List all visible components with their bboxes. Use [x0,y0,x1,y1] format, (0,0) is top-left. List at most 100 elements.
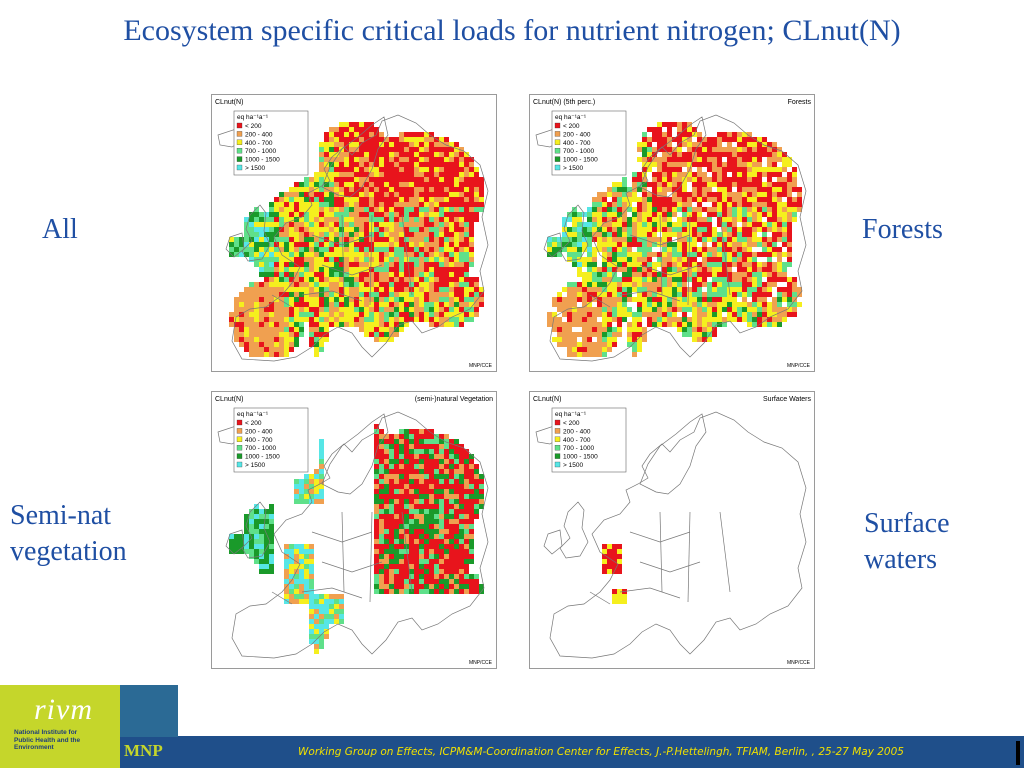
legend-label: < 200 [563,420,580,427]
map-title-right: Forests [788,99,812,106]
legend-label: > 1500 [245,165,265,172]
legend-swatch [236,461,243,468]
legend-swatch [554,148,561,154]
map-title-left: CLnut(N) [533,396,561,403]
critical-load-cells [229,122,484,357]
legend-label: 400 - 700 [563,140,591,147]
logo-blue-block [120,685,178,737]
corner-mark [1016,741,1020,765]
legend-swatch [554,156,561,162]
label-seminat: Semi-nat vegetation [10,498,127,570]
legend-swatch [236,436,243,442]
label-surface-line2: waters [864,544,938,575]
critical-load-cells [547,122,802,357]
legend-label: 200 - 400 [563,428,591,435]
legend-label: 200 - 400 [563,131,591,138]
rivm-logo-text: rivm [34,693,93,726]
legend-label: 400 - 700 [563,437,591,444]
map-title-right: Surface Waters [763,396,811,403]
map-svg: CLnut(N) Surface Waters eq ha⁻¹a⁻¹ < 200200… [530,392,814,668]
legend-swatch [554,139,561,145]
footer-divider [178,736,1024,737]
legend-unit: eq ha⁻¹a⁻¹ [237,114,269,121]
legend-unit: eq ha⁻¹a⁻¹ [237,411,269,418]
legend-label: < 200 [563,123,580,130]
legend-label: 1000 - 1500 [563,454,598,461]
map-credit: MNP/CCE [787,660,811,666]
legend-swatch [554,461,561,468]
map-title-left: CLnut(N) [215,396,243,403]
legend-label: 1000 - 1500 [563,157,598,164]
label-seminat-line2: vegetation [10,536,127,567]
legend-swatch [236,148,243,154]
label-surface-line1: Surface [864,508,950,539]
legend-swatch [554,453,561,459]
slide-title: Ecosystem specific critical loads for nu… [123,14,901,47]
legend-label: 200 - 400 [245,131,273,138]
legend-label: < 200 [245,123,262,130]
legend-swatch [554,445,561,451]
legend-label: 1000 - 1500 [245,157,280,164]
legend-label: 700 - 1000 [245,148,276,155]
legend-label: 1000 - 1500 [245,454,280,461]
rivm-logo: rivm National Institute for Public Healt… [0,685,120,768]
legend-label: > 1500 [563,165,583,172]
legend-label: 200 - 400 [245,428,273,435]
mnp-logo-text: MNP [124,741,163,760]
legend-label: 700 - 1000 [245,445,276,452]
map-credit: MNP/CCE [469,363,493,369]
map-panel-forests: CLnut(N) (5th perc.) Forests eq ha⁻¹a⁻¹ < 2… [529,94,815,372]
legend-swatch [554,428,561,434]
label-forests: Forests [862,214,943,245]
legend-label: 700 - 1000 [563,148,594,155]
footer-credit-text: Working Group on Effects, ICPM&M-Coordin… [298,746,904,758]
legend-swatch [236,164,243,171]
map-panel-all: CLnut(N) eq ha⁻¹a⁻¹ < 200 200 - 400 400 - 70… [211,94,497,372]
map-panel-surface-waters: CLnut(N) Surface Waters eq ha⁻¹a⁻¹ < 200 200… [529,391,815,669]
legend-swatch [236,131,243,137]
footer: rivm National Institute for Public Healt… [0,685,1024,768]
rivm-logo-subtitle: National Institute for Public Health and… [14,729,81,751]
legend-swatch [554,164,561,171]
legend-label: > 1500 [245,462,265,469]
country-borders [217,114,489,362]
legend-unit: eq ha⁻¹a⁻¹ [555,411,587,418]
legend-label: 400 - 700 [245,437,273,444]
legend-swatch [554,419,561,426]
label-all: All [42,214,78,245]
legend-swatch [236,453,243,459]
label-seminat-line1: Semi-nat [10,500,112,531]
map-title-left: CLnut(N) (5th perc.) [533,99,595,106]
legend-swatch [236,122,243,129]
label-surface-waters: Surface waters [864,506,950,578]
map-panel-seminat: CLnut(N) (semi-)natural Vegetation eq ha⁻¹… [211,391,497,669]
legend-label: 700 - 1000 [563,445,594,452]
legend-swatch [554,436,561,442]
legend-label: 400 - 700 [245,140,273,147]
map-credit: MNP/CCE [469,660,493,666]
legend-label: > 1500 [563,462,583,469]
legend-label: < 200 [245,420,262,427]
map-svg: CLnut(N) (semi-)natural Vegetation eq ha⁻¹… [212,392,496,668]
legend-swatch [554,131,561,137]
footer-bar: Working Group on Effects, ICPM&M-Coordin… [178,737,1024,768]
legend-unit: eq ha⁻¹a⁻¹ [555,114,587,121]
legend-swatch [236,428,243,434]
critical-load-cells [229,424,484,654]
legend-swatch [236,445,243,451]
legend-swatch [236,419,243,426]
country-borders [535,114,807,362]
map-title-left: CLnut(N) [215,99,243,106]
country-borders [217,411,489,659]
legend-swatch [236,139,243,145]
map-credit: MNP/CCE [787,363,811,369]
map-title-right: (semi-)natural Vegetation [415,396,493,403]
mnp-logo [120,737,178,768]
legend-swatch [554,122,561,129]
legend-swatch [236,156,243,162]
